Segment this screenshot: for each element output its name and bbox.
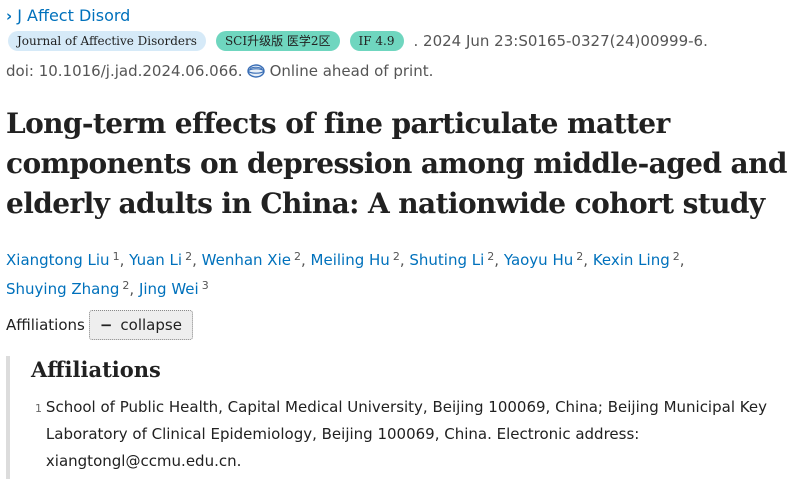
author-separator: , (129, 280, 135, 298)
affiliations-heading: Affiliations (31, 357, 161, 382)
author-affiliation-marker[interactable]: 2 (392, 250, 400, 263)
author-link[interactable]: Xiangtong Liu (6, 251, 110, 269)
affiliation-text: School of Public Health, Capital Medical… (45, 398, 767, 470)
online-status-text: Online ahead of print. (269, 62, 434, 80)
doi-row: doi: 10.1016/j.jad.2024.06.066. Online a… (6, 62, 433, 80)
affiliations-toggle-row: Affiliations − collapse (6, 310, 193, 340)
author-separator: , (192, 251, 197, 269)
sci-ranking-badge[interactable]: SCI升级版 医学2区 (215, 31, 340, 51)
impact-factor-badge[interactable]: IF 4.9 (349, 31, 404, 51)
collapse-label: collapse (120, 316, 182, 334)
author-affiliation-marker[interactable]: 1 (112, 250, 120, 263)
author-separator: , (399, 251, 405, 269)
author-affiliation-marker[interactable]: 2 (122, 279, 130, 292)
author-affiliation-marker[interactable]: 2 (576, 250, 584, 263)
author-item: Xiangtong Liu 1, (6, 250, 125, 269)
minus-icon: − (99, 316, 113, 334)
citation-text: . 2024 Jun 23:S0165-0327(24)00999-6. (413, 32, 708, 50)
author-item: Jing Wei 3 (138, 279, 209, 298)
author-item: Kexin Ling 2, (592, 250, 685, 269)
author-separator: , (583, 251, 589, 269)
author-link[interactable]: Yaoyu Hu (503, 251, 574, 269)
author-item: Meiling Hu 2, (310, 250, 405, 269)
author-separator: , (679, 251, 685, 269)
collapse-affiliations-button[interactable]: − collapse (88, 310, 193, 340)
author-separator: , (119, 251, 125, 269)
journal-breadcrumb-link[interactable]: › J Affect Disord (6, 6, 130, 26)
affiliation-number: 1 (35, 402, 42, 415)
author-link[interactable]: Kexin Ling (592, 251, 670, 269)
author-link[interactable]: Wenhan Xie (201, 251, 291, 269)
author-affiliation-marker[interactable]: 2 (672, 250, 680, 263)
doi-text[interactable]: doi: 10.1016/j.jad.2024.06.066. (6, 62, 243, 80)
globe-icon (246, 64, 265, 78)
journal-badges-row: Journal of Affective Disorders SCI升级版 医学… (8, 31, 708, 51)
journal-link-label: J Affect Disord (17, 6, 131, 25)
author-item: Wenhan Xie 2, (201, 250, 306, 269)
author-separator: , (300, 251, 306, 269)
author-separator: , (494, 251, 500, 269)
author-item: Yuan Li 2, (129, 250, 197, 269)
author-item: Shuying Zhang 2, (6, 279, 135, 298)
author-link[interactable]: Meiling Hu (310, 251, 390, 269)
author-list: Xiangtong Liu 1, Yuan Li 2, Wenhan Xie 2, M… (6, 244, 796, 302)
author-affiliation-marker[interactable]: 2 (293, 250, 301, 263)
author-item: Shuting Li 2, (409, 250, 500, 269)
journal-name-badge[interactable]: Journal of Affective Disorders (8, 31, 206, 51)
affiliations-label: Affiliations (6, 316, 85, 334)
author-link[interactable]: Shuting Li (409, 251, 485, 269)
author-link[interactable]: Jing Wei (138, 280, 199, 298)
author-affiliation-marker[interactable]: 2 (487, 250, 495, 263)
author-link[interactable]: Yuan Li (129, 251, 183, 269)
author-item: Yaoyu Hu 2, (503, 250, 589, 269)
affiliation-item: 1 School of Public Health, Capital Medic… (35, 398, 800, 475)
author-affiliation-marker[interactable]: 3 (201, 279, 209, 292)
chevron-right-icon: › (6, 7, 13, 25)
affiliations-panel: Affiliations 1 School of Public Health, … (6, 356, 800, 479)
author-link[interactable]: Shuying Zhang (6, 280, 120, 298)
article-title: Long-term effects of fine particulate ma… (6, 107, 787, 220)
author-affiliation-marker[interactable]: 2 (185, 250, 193, 263)
